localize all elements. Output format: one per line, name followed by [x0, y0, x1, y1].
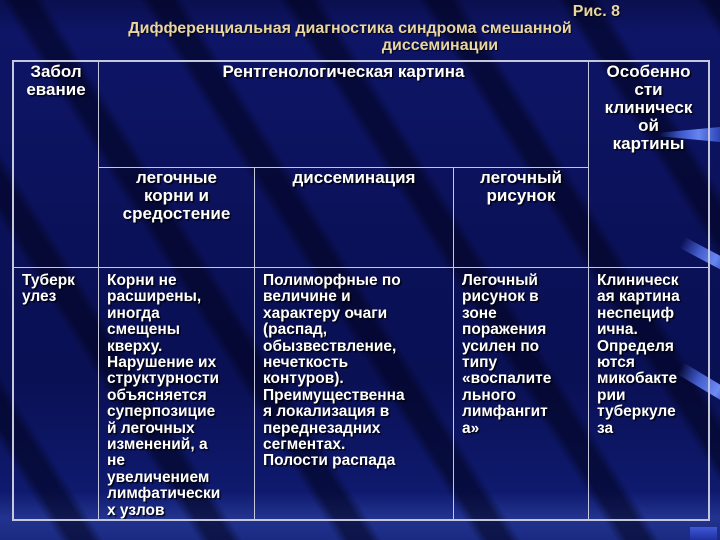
figure-label: Рис. 8	[572, 3, 620, 20]
slide-title-line2: диссеминации	[381, 37, 499, 54]
header-xray-picture: Рентгенологическая картина	[99, 62, 589, 168]
subheader-dissemination: диссеминация	[255, 168, 454, 268]
bottom-right-accent-square	[690, 527, 717, 540]
subheader-lung-pattern: легочный рисунок	[454, 168, 589, 268]
row-tuberculosis-clinical: Клиническ ая картина неспециф ична. Опре…	[597, 272, 680, 437]
row-tuberculosis-roots: Корни не расширены, иногда смещены кверх…	[99, 268, 255, 519]
header-disease: Забол евание	[14, 62, 99, 268]
subheader-lung-roots: легочные корни и средостение	[99, 168, 255, 268]
slide-title-line1: Дифференциальная диагностика синдрома см…	[128, 20, 572, 37]
diagnostics-table: Забол евание Рентгенологическая картина …	[12, 60, 710, 521]
row-tuberculosis-disease: Туберк улез	[14, 268, 99, 519]
header-clinical-features: Особенно сти клиническ ой картины	[589, 62, 708, 268]
row-tuberculosis-pattern: Легочный рисунок в зоне поражения усилен…	[454, 268, 589, 519]
row-tuberculosis-dissemination: Полиморфные по величине и характеру очаг…	[255, 268, 454, 519]
